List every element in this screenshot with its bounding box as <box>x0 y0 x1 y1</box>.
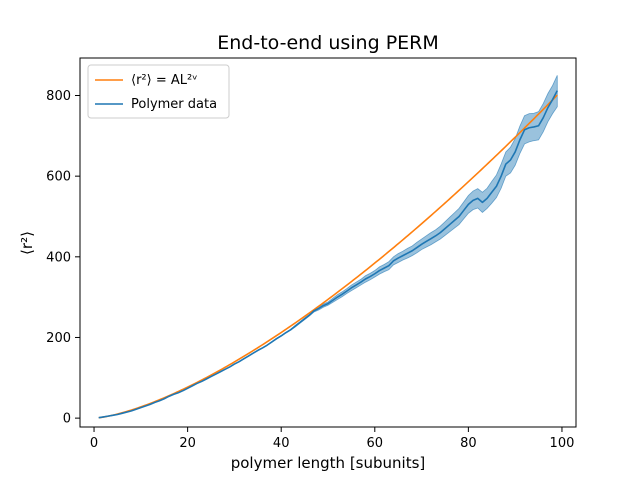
legend-box <box>87 64 230 119</box>
x-tick-label: 20 <box>179 436 196 451</box>
chart-title: End-to-end using PERM <box>217 32 439 54</box>
legend-data-label: Polymer data <box>131 97 217 112</box>
x-tick-label: 0 <box>90 436 98 451</box>
x-tick-label: 100 <box>550 436 575 451</box>
y-tick-label: 200 <box>46 331 71 346</box>
y-tick-label: 800 <box>46 89 71 104</box>
x-axis-label: polymer length [subunits] <box>231 454 426 472</box>
x-tick-label: 60 <box>367 436 384 451</box>
plot-frame <box>79 57 577 428</box>
legend-fit-label: ⟨r²⟩ = AL²ᵛ <box>131 73 198 88</box>
y-tick-label: 600 <box>46 170 71 185</box>
y-axis-label: ⟨r²⟩ <box>18 231 36 255</box>
y-axis: 0 200 400 600 800 <box>46 89 80 427</box>
plot-area <box>98 75 558 419</box>
x-tick-label: 40 <box>273 436 290 451</box>
data-series-line <box>98 90 558 419</box>
x-tick-label: 80 <box>460 436 477 451</box>
x-axis: 0 20 40 60 80 100 <box>90 427 574 451</box>
y-tick-label: 400 <box>46 250 71 265</box>
legend: ⟨r²⟩ = AL²ᵛ Polymer data <box>87 64 230 119</box>
y-tick-label: 0 <box>63 412 71 427</box>
